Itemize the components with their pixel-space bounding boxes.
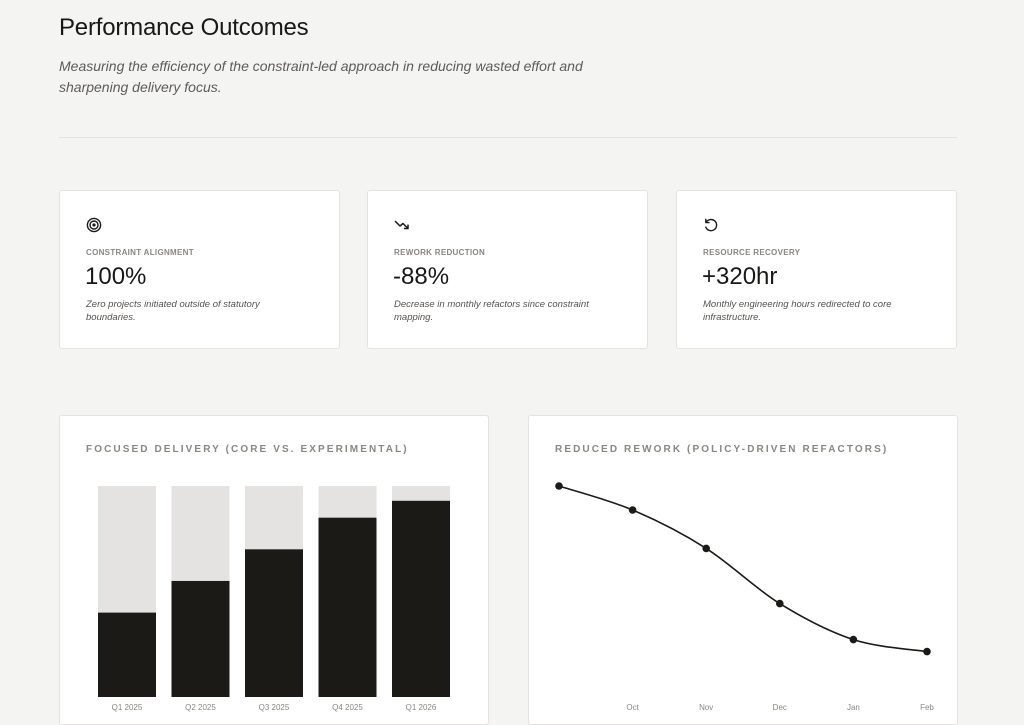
- bar-experimental: [98, 486, 156, 613]
- x-tick-label: Feb: [920, 703, 934, 712]
- chart-title: REDUCED REWORK (POLICY-DRIVEN REFACTORS): [555, 444, 889, 455]
- page-subtitle: Measuring the efficiency of the constrai…: [59, 58, 583, 95]
- bar-experimental: [318, 486, 377, 518]
- bar-experimental: [171, 486, 230, 581]
- x-tick-label: Q1 2025: [112, 703, 143, 712]
- focused-delivery-panel: FOCUSED DELIVERY (CORE VS. EXPERIMENTAL)…: [59, 415, 489, 725]
- chart-title: FOCUSED DELIVERY (CORE VS. EXPERIMENTAL): [86, 444, 409, 455]
- metric-value: 100%: [85, 263, 147, 290]
- reduced-rework-panel: REDUCED REWORK (POLICY-DRIVEN REFACTORS)…: [528, 415, 958, 725]
- data-point: [555, 482, 563, 490]
- metric-description: Zero projects initiated outside of statu…: [86, 299, 260, 323]
- metric-card-resource-recovery: RESOURCE RECOVERY +320hr Monthly enginee…: [676, 190, 957, 349]
- page-title: Performance Outcomes: [59, 14, 309, 41]
- bar-core: [318, 517, 377, 697]
- data-point: [849, 635, 858, 644]
- x-tick-label: Q2 2025: [185, 703, 216, 712]
- metric-value: +320hr: [702, 263, 778, 290]
- x-tick-label: Nov: [699, 703, 713, 712]
- bar-core: [98, 612, 156, 697]
- trending-down-icon: [394, 217, 410, 233]
- metric-label: RESOURCE RECOVERY: [703, 248, 801, 257]
- bar-experimental: [245, 486, 303, 550]
- data-point: [776, 599, 784, 608]
- focused-delivery-chart: Q1 2025 Q2 2025 Q3 2025 Q4 2025 Q1 2026: [98, 486, 450, 712]
- bar-core: [392, 500, 450, 697]
- metric-value: -88%: [393, 263, 450, 290]
- x-tick-label: Q4 2025: [332, 703, 363, 712]
- x-tick-label: Dec: [773, 703, 787, 712]
- metric-card-constraint-alignment: CONSTRAINT ALIGNMENT 100% Zero projects …: [59, 190, 340, 349]
- series-line: [558, 485, 928, 653]
- metric-label: CONSTRAINT ALIGNMENT: [86, 248, 194, 257]
- bar-core: [245, 549, 303, 697]
- metric-label: REWORK REDUCTION: [394, 248, 486, 257]
- x-tick-label: Q1 2026: [406, 703, 437, 712]
- divider: [59, 137, 957, 138]
- data-point: [702, 544, 710, 553]
- data-point: [923, 647, 931, 656]
- refresh-icon: [703, 217, 719, 233]
- metric-description: Decrease in monthly refactors since cons…: [394, 299, 589, 323]
- metric-description: Monthly engineering hours redirected to …: [703, 299, 892, 323]
- metric-card-rework-reduction: REWORK REDUCTION -88% Decrease in monthl…: [367, 190, 648, 349]
- bar-experimental: [392, 486, 450, 501]
- x-tick-label: Oct: [626, 703, 639, 712]
- target-icon: [86, 217, 102, 233]
- x-tick-label: Jan: [847, 703, 860, 712]
- bar-core: [171, 580, 230, 697]
- x-tick-label: Q3 2025: [259, 703, 290, 712]
- reduced-rework-chart: Oct Nov Dec Jan Feb: [555, 482, 934, 712]
- data-point: [628, 506, 637, 514]
